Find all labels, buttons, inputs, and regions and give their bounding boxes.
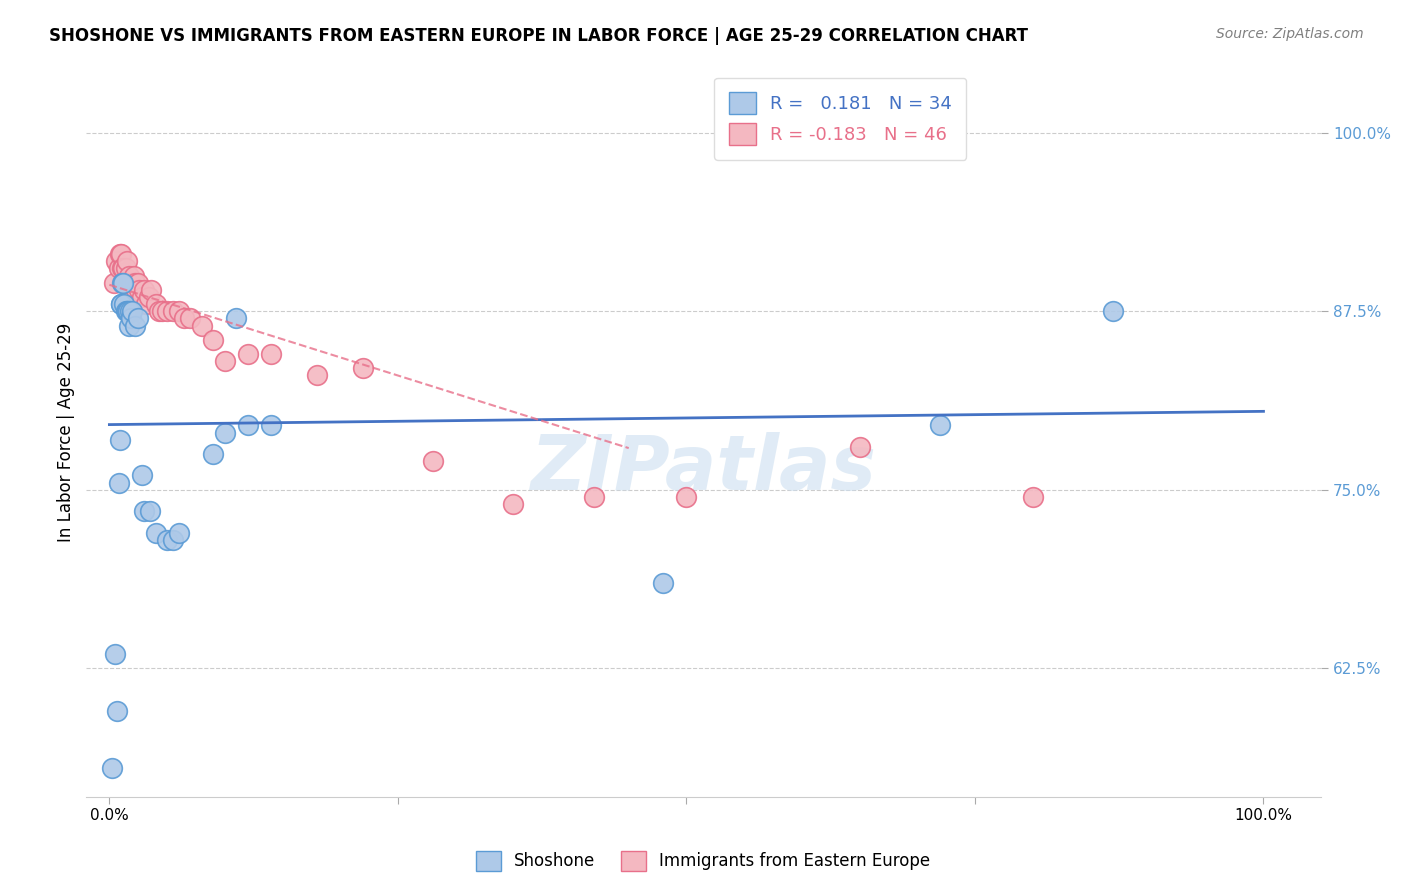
Point [105, 254, 128, 268]
Point [114, 261, 136, 276]
Point [112, 297, 135, 311]
Legend: Shoshone, Immigrants from Eastern Europe: Shoshone, Immigrants from Eastern Europe [468, 842, 938, 880]
Point [128, 283, 150, 297]
Point [131, 290, 153, 304]
Point [111, 276, 134, 290]
Point [145, 525, 167, 540]
Point [260, 418, 283, 433]
Point [121, 276, 143, 290]
Y-axis label: In Labor Force | Age 25-29: In Labor Force | Age 25-29 [58, 323, 75, 542]
Point [929, 418, 952, 433]
Point [352, 361, 374, 376]
Point [124, 276, 146, 290]
Point [125, 283, 148, 297]
Point [138, 290, 160, 304]
Point [162, 533, 184, 547]
Point [167, 525, 190, 540]
Point [115, 254, 138, 268]
Point [112, 276, 135, 290]
Point [112, 276, 135, 290]
Point [236, 418, 259, 433]
Point [107, 261, 129, 276]
Point [120, 311, 142, 326]
Point [103, 276, 125, 290]
Point [173, 311, 195, 326]
Point [120, 304, 142, 318]
Point [110, 297, 132, 311]
Point [118, 318, 141, 333]
Point [120, 276, 142, 290]
Point [107, 475, 129, 490]
Point [179, 311, 201, 326]
Point [156, 533, 179, 547]
Point [190, 318, 212, 333]
Point [152, 304, 174, 318]
Point [260, 347, 283, 361]
Point [848, 440, 870, 454]
Point [1021, 490, 1043, 504]
Text: SHOSHONE VS IMMIGRANTS FROM EASTERN EUROPE IN LABOR FORCE | AGE 25-29 CORRELATIO: SHOSHONE VS IMMIGRANTS FROM EASTERN EURO… [49, 27, 1028, 45]
Point [131, 468, 153, 483]
Point [110, 297, 132, 311]
Point [117, 276, 139, 290]
Point [107, 704, 129, 718]
Point [675, 490, 697, 504]
Point [117, 304, 139, 318]
Point [652, 575, 675, 590]
Point [139, 283, 162, 297]
Point [110, 247, 132, 261]
Point [112, 261, 135, 276]
Point [111, 261, 134, 276]
Legend: R =   0.181   N = 34, R = -0.183   N = 46: R = 0.181 N = 34, R = -0.183 N = 46 [714, 78, 966, 160]
Point [135, 297, 157, 311]
Point [118, 268, 141, 283]
Point [214, 354, 236, 368]
Point [202, 333, 225, 347]
Point [236, 347, 259, 361]
Point [120, 276, 142, 290]
Point [422, 454, 444, 468]
Point [132, 504, 155, 518]
Point [202, 447, 225, 461]
Point [104, 647, 127, 661]
Point [148, 304, 170, 318]
Point [127, 276, 149, 290]
Point [132, 283, 155, 297]
Point [124, 318, 146, 333]
Point [167, 304, 190, 318]
Point [122, 268, 145, 283]
Point [583, 490, 606, 504]
Point [139, 504, 162, 518]
Text: Source: ZipAtlas.com: Source: ZipAtlas.com [1216, 27, 1364, 41]
Point [307, 368, 329, 383]
Point [162, 304, 184, 318]
Point [214, 425, 236, 440]
Point [1102, 304, 1125, 318]
Point [156, 304, 179, 318]
Point [114, 304, 136, 318]
Point [127, 311, 149, 326]
Point [108, 247, 131, 261]
Point [100, 761, 122, 775]
Point [115, 304, 138, 318]
Point [502, 497, 524, 511]
Point [145, 297, 167, 311]
Point [108, 433, 131, 447]
Text: ZIPatlas: ZIPatlas [530, 432, 877, 506]
Point [121, 304, 143, 318]
Point [225, 311, 247, 326]
